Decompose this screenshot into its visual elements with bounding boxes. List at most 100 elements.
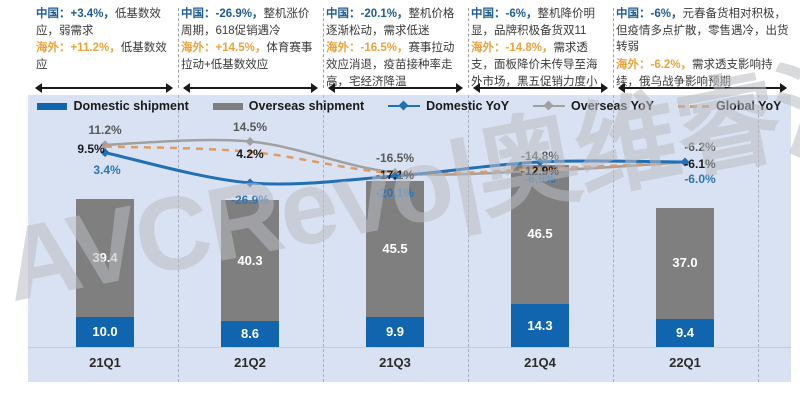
domestic-bar-value: 10.0 bbox=[92, 324, 118, 339]
annotation-block-21q2: 中国：-26.9%，整机涨价周期，618促销遇冷 海外：+14.5%，体育赛事拉… bbox=[181, 6, 317, 75]
annotation-cn: 中国：-6%，元春备货相对积极，但疫情多点扩散，零售遇冷，出货转弱 bbox=[616, 6, 792, 56]
category-label: 21Q3 bbox=[379, 355, 411, 370]
legend-label: Global YoY bbox=[715, 99, 782, 113]
quarter-span-arrow bbox=[35, 83, 173, 93]
legend-label: Overseas YoY bbox=[571, 99, 654, 113]
cn-label: 中国： bbox=[471, 8, 506, 20]
gray-bar-swatch-icon bbox=[212, 102, 243, 110]
panel-gridline bbox=[468, 95, 469, 382]
os-value: -6.2%， bbox=[650, 59, 693, 72]
legend-item-domestic-shipment: Domestic shipment bbox=[37, 99, 189, 113]
cn-value: -6%， bbox=[650, 8, 683, 20]
domestic-yoy-value-label: -20.1% bbox=[375, 186, 415, 201]
cn-value: +3.4%， bbox=[70, 8, 115, 20]
category-label: 21Q1 bbox=[89, 355, 121, 370]
annotation-cn: 中国：-20.1%，整机价格逐渐松动，需求低迷 bbox=[326, 6, 462, 39]
os-text: 需求透支，面板降价未传导至海外市场，黑五促销力度小 bbox=[471, 42, 598, 88]
legend-item-overseas-shipment: Overseas shipment bbox=[212, 99, 365, 113]
annotation-os: 海外：-6.2%，需求透支影响持续，俄乌战争影响预期 bbox=[616, 57, 792, 90]
overseas-yoy-value-label: -6.2% bbox=[684, 140, 716, 155]
category-label: 21Q4 bbox=[524, 355, 556, 370]
legend-label: Domestic shipment bbox=[73, 99, 189, 113]
blue-line-diamond-swatch-icon bbox=[388, 100, 421, 111]
overseas-bar-segment bbox=[76, 198, 134, 317]
panel-gridline bbox=[178, 95, 179, 382]
gray-line-diamond-swatch-icon bbox=[533, 100, 566, 111]
annotation-cn: 中国：-26.9%，整机涨价周期，618促销遇冷 bbox=[181, 6, 317, 39]
quarter-span-arrow bbox=[183, 83, 318, 93]
annotation-cn: 中国：+3.4%，低基数效应，弱需求 bbox=[36, 6, 172, 39]
cn-value: -20.1%， bbox=[360, 8, 409, 20]
os-text: 需求透支影响持续，俄乌战争影响预期 bbox=[616, 59, 773, 88]
annotation-divider bbox=[613, 8, 614, 88]
legend-item-overseas-yoy: Overseas YoY bbox=[533, 99, 654, 113]
legend-item-global-yoy: Global YoY bbox=[677, 99, 782, 113]
annotation-os: 海外：+14.5%，体育赛事拉动+低基数效应 bbox=[181, 40, 317, 73]
cn-text: 低基数效应，弱需求 bbox=[36, 8, 161, 37]
overseas-bar-segment bbox=[511, 164, 569, 305]
os-text: 赛事拉动效应消退，疫苗接种率走高，宅经济降温 bbox=[326, 42, 455, 88]
x-axis-line bbox=[28, 347, 791, 348]
category-label: 21Q2 bbox=[234, 355, 266, 370]
domestic-yoy-value-label: -26.9% bbox=[230, 192, 270, 207]
category-label: 22Q1 bbox=[669, 355, 701, 370]
annotation-block-21q3: 中国：-20.1%，整机价格逐渐松动，需求低迷 海外：-16.5%，赛事拉动效应… bbox=[326, 6, 462, 91]
chart-legend: Domestic shipment Overseas shipment Dome… bbox=[28, 99, 791, 113]
os-value: -16.5%， bbox=[360, 42, 409, 55]
quarter-span-arrow bbox=[618, 83, 787, 93]
annotation-os: 海外：-16.5%，赛事拉动效应消退，疫苗接种率走高，宅经济降温 bbox=[326, 40, 462, 90]
panel-gridline bbox=[323, 95, 324, 382]
domestic-bar-segment bbox=[511, 304, 569, 347]
os-label: 海外： bbox=[36, 42, 71, 55]
quarter-span-arrow bbox=[328, 83, 463, 93]
legend-label: Domestic YoY bbox=[426, 99, 510, 113]
legend-label: Overseas shipment bbox=[248, 99, 365, 113]
overseas-yoy-value-label: 11.2% bbox=[88, 122, 122, 137]
os-label: 海外： bbox=[326, 42, 361, 55]
domestic-bar-segment bbox=[366, 317, 424, 347]
cn-text: 整机价格逐渐松动，需求低迷 bbox=[326, 8, 455, 37]
annotation-block-21q1: 中国：+3.4%，低基数效应，弱需求 海外：+11.2%，低基数效应 bbox=[36, 6, 172, 75]
panel-gridline bbox=[613, 95, 614, 382]
cn-text: 整机降价明显，品牌积极备货双11 bbox=[471, 8, 595, 37]
domestic-bar-segment bbox=[656, 318, 714, 347]
cn-label: 中国： bbox=[181, 8, 216, 20]
cn-label: 中国： bbox=[36, 8, 71, 20]
annotation-os: 海外：+11.2%，低基数效应 bbox=[36, 40, 172, 73]
os-text: 体育赛事拉动+低基数效应 bbox=[181, 42, 313, 72]
overseas-yoy-value-label: -14.8% bbox=[520, 148, 560, 163]
os-label: 海外： bbox=[471, 42, 506, 55]
domestic-bar-value: 9.9 bbox=[385, 324, 405, 340]
cn-text: 整机涨价周期，618促销遇冷 bbox=[181, 8, 310, 37]
annotation-block-22q1: 中国：-6%，元春备货相对积极，但疫情多点扩散，零售遇冷，出货转弱 海外：-6.… bbox=[616, 6, 792, 91]
overseas-yoy-value-label: -16.5% bbox=[375, 150, 415, 165]
global-yoy-value-label: -12.9% bbox=[520, 163, 560, 178]
domestic-bar-value: 9.4 bbox=[675, 324, 695, 340]
annotation-block-21q4: 中国：-6%，整机降价明显，品牌积极备货双11 海外：-14.8%，需求透支，面… bbox=[471, 6, 607, 91]
domestic-bar-value: 8.6 bbox=[240, 326, 260, 342]
overseas-bar-value: 45.5 bbox=[382, 241, 408, 257]
annotation-divider bbox=[323, 8, 324, 88]
overseas-bar-value: 40.3 bbox=[237, 252, 263, 268]
annotation-cn: 中国：-6%，整机降价明显，品牌积极备货双11 bbox=[471, 6, 607, 39]
annotation-os: 海外：-14.8%，需求透支，面板降价未传导至海外市场，黑五促销力度小 bbox=[471, 40, 607, 90]
cn-label: 中国： bbox=[616, 8, 651, 20]
os-text: 低基数效应 bbox=[36, 42, 167, 72]
os-label: 海外： bbox=[616, 59, 651, 72]
cn-value: -26.9%， bbox=[215, 8, 264, 20]
overseas-bar-segment bbox=[221, 200, 279, 322]
os-label: 海外： bbox=[181, 42, 216, 55]
domestic-bar-segment bbox=[221, 321, 279, 347]
cn-label: 中国： bbox=[326, 8, 361, 20]
global-yoy-value-label: 9.5% bbox=[77, 141, 105, 156]
orange-dash-swatch-icon bbox=[677, 104, 710, 108]
annotation-divider bbox=[468, 8, 469, 88]
overseas-bar-value: 37.0 bbox=[672, 255, 698, 271]
global-yoy-value-label: 4.2% bbox=[236, 146, 264, 161]
overseas-bar-segment bbox=[656, 207, 714, 319]
global-yoy-value-label: -6.1% bbox=[684, 157, 716, 172]
legend-item-domestic-yoy: Domestic YoY bbox=[388, 99, 509, 113]
overseas-yoy-value-label: 14.5% bbox=[232, 119, 268, 134]
domestic-bar-segment bbox=[76, 317, 134, 347]
